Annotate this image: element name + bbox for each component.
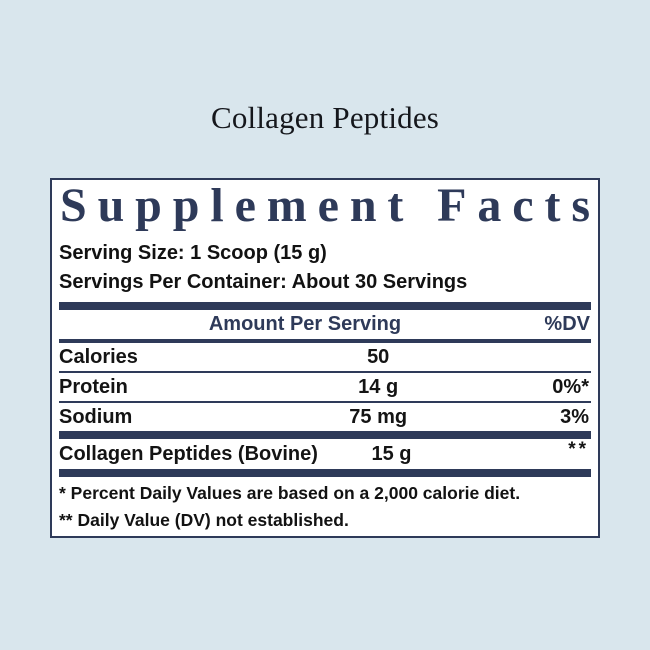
- nutrient-dv: [458, 343, 591, 371]
- ingredient-dv: **: [458, 439, 591, 470]
- nutrient-amount: 50: [367, 346, 390, 368]
- nutrient-dv: 0%*: [552, 376, 589, 398]
- amount-per-serving-header: Amount Per Serving: [208, 313, 402, 335]
- supplement-facts-title-text: Supplement Facts: [60, 180, 590, 232]
- thick-divider: [59, 431, 591, 439]
- footnotes: * Percent Daily Values are based on a 2,…: [59, 480, 591, 534]
- nutrient-dv: 3%: [560, 406, 589, 428]
- nutrient-name: Protein: [59, 376, 128, 398]
- serving-size: Serving Size: 1 Scoop (15 g): [59, 242, 327, 264]
- serving-info: Serving Size: 1 Scoop (15 g) Servings Pe…: [59, 239, 591, 297]
- nutrient-amount: 75 mg: [349, 406, 408, 428]
- double-asterisk: **: [568, 439, 589, 460]
- product-title: Collagen Peptides: [210, 100, 440, 135]
- footnote-daily-values: * Percent Daily Values are based on a 2,…: [59, 483, 521, 503]
- percent-dv-header: %DV: [544, 313, 590, 335]
- ingredient-row: Collagen Peptides (Bovine) 15 g **: [59, 439, 591, 469]
- table-row: Sodium 75 mg 3%: [59, 403, 591, 431]
- table-row: Protein 14 g 0%*: [59, 373, 591, 403]
- supplement-facts-panel: Supplement Facts Serving Size: 1 Scoop (…: [50, 178, 600, 538]
- nutrient-name: Sodium: [59, 406, 133, 428]
- ingredient-name: Collagen Peptides (Bovine): [59, 443, 318, 465]
- thick-divider: [59, 469, 591, 477]
- servings-per-container: Servings Per Container: About 30 Serving…: [59, 271, 468, 293]
- nutrient-name: Calories: [59, 346, 138, 368]
- ingredient-amount: 15 g: [371, 443, 412, 465]
- table-row: Calories 50: [59, 343, 591, 373]
- supplement-facts-heading: Supplement Facts: [60, 180, 590, 232]
- thick-divider: [59, 302, 591, 310]
- table-header-row: Amount Per Serving %DV: [59, 310, 591, 343]
- nutrient-amount: 14 g: [358, 376, 399, 398]
- footnote-dv-not-established: ** Daily Value (DV) not established.: [59, 510, 349, 530]
